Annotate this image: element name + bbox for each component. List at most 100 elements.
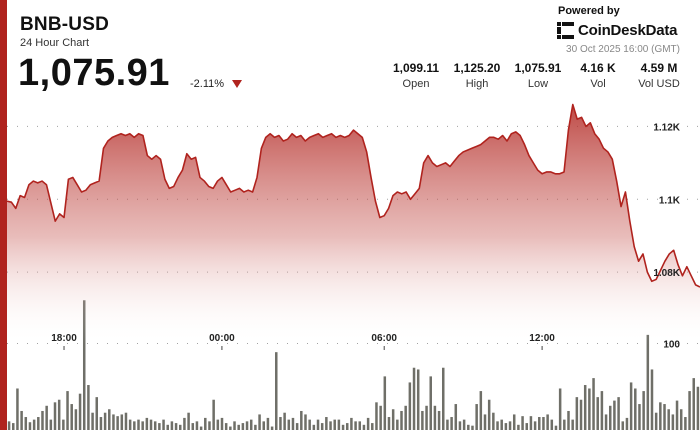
volume-bar (579, 399, 583, 430)
volume-bar (391, 409, 395, 430)
volume-bar (492, 412, 495, 430)
volume-bar (108, 409, 111, 430)
price-tick-label: 1.12K (653, 122, 680, 133)
volume-bar (638, 404, 641, 430)
volume-bar (654, 412, 658, 430)
volume-bar (120, 414, 124, 430)
volume-bar (229, 426, 232, 430)
volume-bar (82, 300, 86, 430)
volume-bar (74, 409, 78, 430)
volume-bar (608, 405, 612, 430)
volume-bar (95, 397, 99, 430)
stat-label: High (465, 78, 489, 90)
stat-label: Open (402, 78, 430, 90)
stat-label: Vol USD (638, 78, 680, 90)
volume-bar (467, 424, 470, 430)
volume-bar (366, 417, 370, 430)
volume-bar (496, 421, 499, 430)
volume-bar (345, 423, 349, 430)
volume-bar (416, 369, 420, 430)
volume-bar (174, 423, 178, 430)
volume-bar (629, 382, 633, 430)
stat-volume: 4.16 K Vol (580, 61, 616, 90)
volume-bar (224, 423, 228, 430)
volume-bar (308, 419, 311, 430)
volume-bar (316, 419, 320, 430)
volume-bar (358, 421, 362, 430)
stat-value: 1,125.20 (453, 61, 501, 75)
volume-bar (588, 388, 591, 430)
volume-bar (692, 378, 695, 430)
volume-bar (16, 388, 19, 430)
volume-bar (158, 423, 161, 430)
stat-open: 1,099.11 Open (392, 61, 440, 90)
volume-bar (233, 421, 236, 430)
stat-volume-usd: 4.59 M Vol USD (634, 61, 684, 90)
volume-bar (617, 397, 620, 430)
volume-bar (53, 402, 57, 430)
price-tick-label: 1.08K (653, 268, 680, 279)
volume-bar (538, 417, 541, 430)
volume-bar (149, 419, 153, 430)
volume-bar (258, 414, 261, 430)
volume-bar (128, 419, 132, 430)
volume-bar (187, 412, 190, 430)
volume-bar (333, 419, 336, 430)
volume-bar (450, 417, 453, 430)
volume-bar (371, 423, 374, 430)
volume-bar (78, 393, 82, 430)
volume-bar (7, 421, 11, 430)
volume-bar (533, 421, 537, 430)
volume-bar (254, 424, 257, 430)
stat-low: 1,075.91 Low (513, 61, 563, 90)
volume-bar (249, 419, 253, 430)
volume-bar (583, 385, 587, 430)
volume-bar (208, 421, 211, 430)
volume-bar (512, 414, 516, 430)
volume-bar (475, 404, 478, 430)
time-tick-label: 12:00 (529, 333, 555, 344)
time-tick-label: 18:00 (51, 333, 77, 344)
volume-bar (245, 421, 249, 430)
volume-bar (204, 417, 207, 430)
volume-bar (12, 423, 15, 430)
volume-bar (41, 410, 44, 430)
volume-bar (458, 421, 462, 430)
time-tick-label: 00:00 (209, 333, 235, 344)
volume-bar (387, 417, 391, 430)
volume-bar (283, 412, 286, 430)
price-tick-label: 1.1K (659, 195, 681, 206)
volume-bar (24, 417, 28, 430)
coindesk-logo-icon (557, 22, 574, 39)
volume-bar (57, 399, 61, 430)
volume-bar (571, 419, 574, 430)
volume-bar (300, 410, 303, 430)
volume-bar (66, 391, 69, 430)
volume-bar (141, 421, 144, 430)
volume-bar (103, 412, 107, 430)
volume-bar (116, 416, 119, 430)
accent-bar (0, 0, 7, 430)
volume-bar (554, 425, 558, 430)
volume-bar (667, 409, 670, 430)
volume-bar (133, 421, 136, 430)
volume-bar (429, 376, 432, 430)
volume-bar (684, 417, 687, 430)
volume-bar (487, 399, 491, 430)
stat-value: 1,075.91 (514, 61, 562, 75)
volume-bar (500, 419, 503, 430)
down-triangle-icon (232, 80, 242, 88)
stat-value: 4.16 K (580, 61, 616, 75)
volume-bar (70, 404, 73, 430)
volume-bar (604, 414, 608, 430)
chart-subtitle: 24 Hour Chart (20, 37, 90, 49)
volume-bar (37, 417, 40, 430)
volume-bar (479, 391, 483, 430)
datestamp: 30 Oct 2025 16:00 (GMT) (566, 44, 680, 55)
volume-bar (32, 419, 36, 430)
volume-bar (529, 416, 533, 430)
volume-bar (383, 376, 387, 430)
volume-bar (446, 419, 449, 430)
volume-bar (508, 421, 512, 430)
